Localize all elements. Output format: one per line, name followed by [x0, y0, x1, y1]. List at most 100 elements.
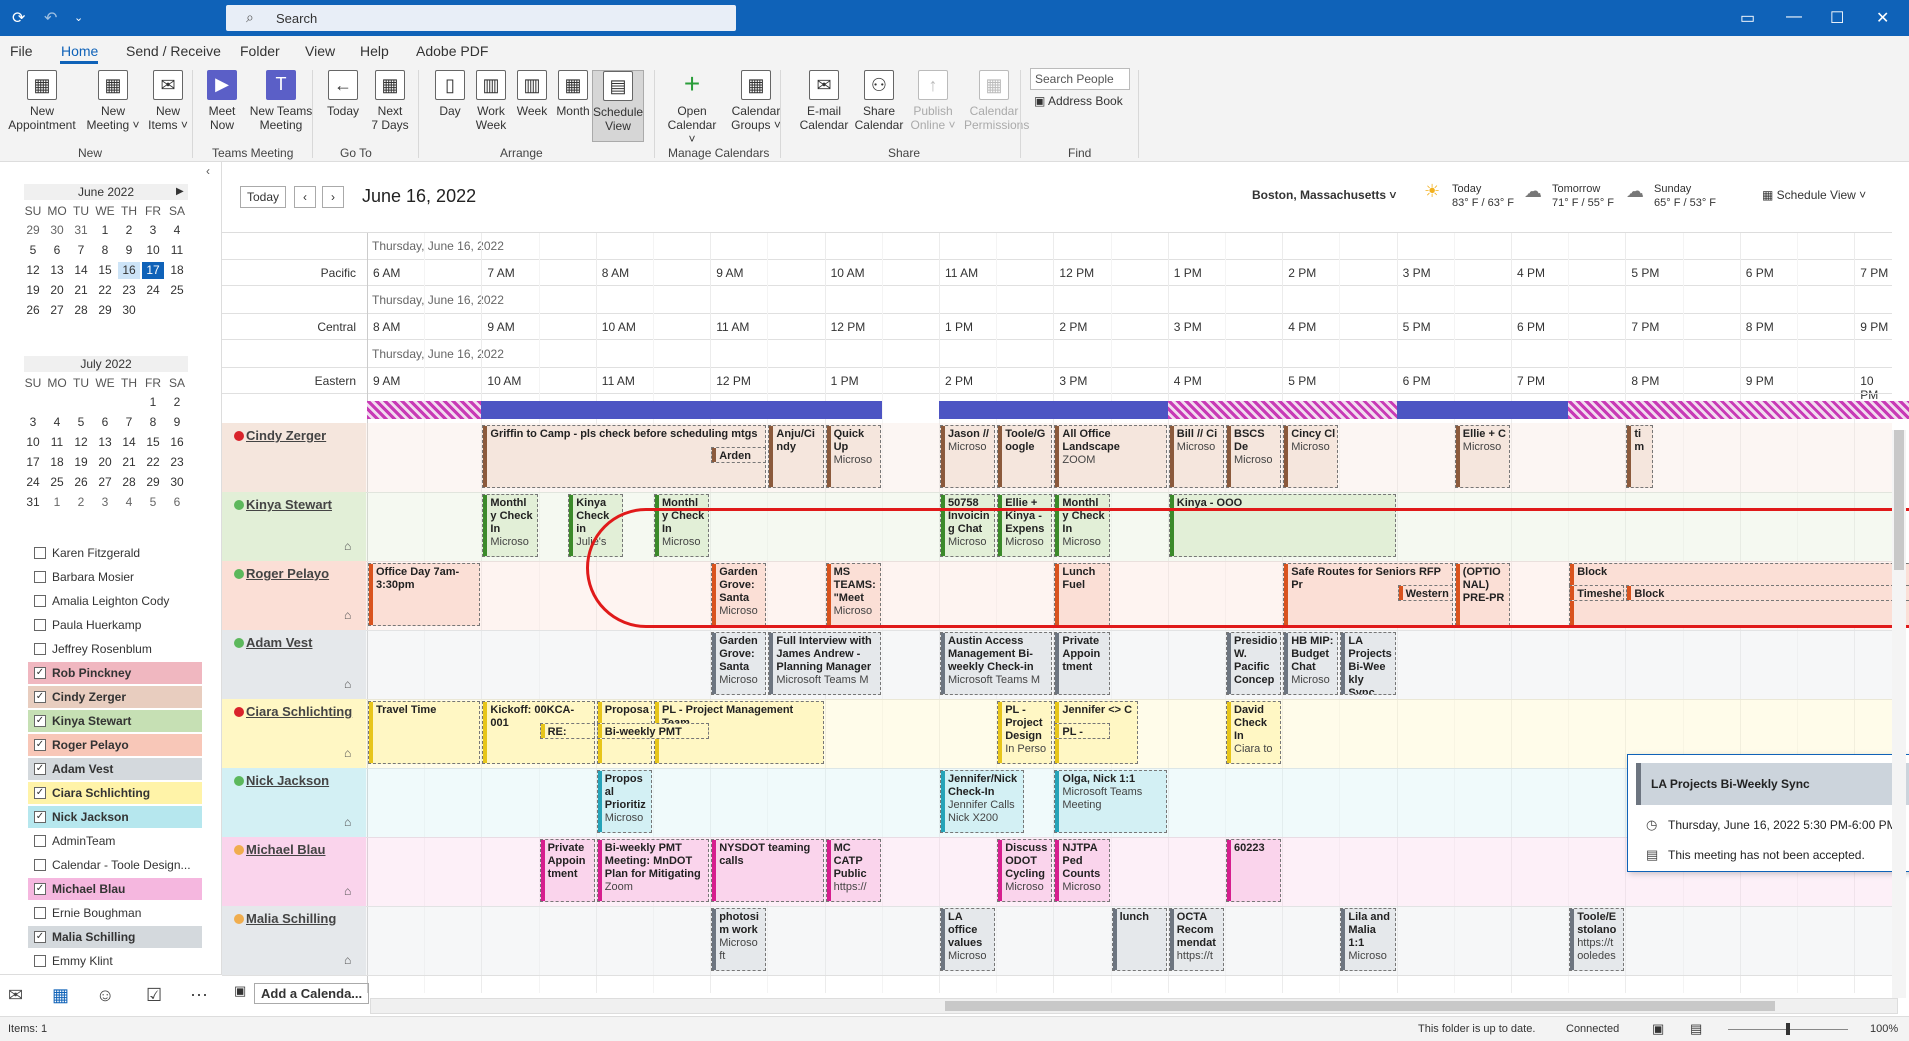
person-name[interactable]: Roger Pelayo: [246, 566, 330, 581]
person-name[interactable]: Malia Schilling: [246, 911, 337, 926]
mini-calendar-day[interactable]: 3: [149, 223, 157, 237]
mini-calendar-day[interactable]: 20: [50, 283, 64, 297]
publish-online-button[interactable]: ↑ Publish Online ˅: [908, 70, 958, 142]
event[interactable]: Cincy Cl Microso: [1283, 425, 1339, 488]
event[interactable]: All Office Landscape ZOOM: [1054, 425, 1167, 488]
calendar-item[interactable]: Amalia Leighton Cody: [28, 590, 202, 612]
event[interactable]: Monthl y Check In Microso: [654, 494, 710, 557]
event[interactable]: PL - Project Design In Perso: [997, 701, 1053, 764]
event[interactable]: BSCS De Microso: [1226, 425, 1282, 488]
event[interactable]: Anju/Ci ndy: [768, 425, 824, 488]
next-month-icon[interactable]: ▶: [176, 186, 184, 197]
group-icon[interactable]: ⌂: [344, 539, 352, 553]
mini-calendar-day[interactable]: 1: [149, 395, 157, 409]
mini-calendar-day[interactable]: 10: [146, 243, 160, 257]
checkbox[interactable]: [34, 859, 46, 871]
mini-calendar-day[interactable]: 26: [74, 475, 88, 489]
person-name[interactable]: Ciara Schlichting: [246, 704, 353, 719]
mini-calendar-day[interactable]: 17: [142, 262, 164, 279]
event[interactable]: Ellie + Kinya - Expens Microso: [997, 494, 1053, 557]
checkbox[interactable]: ✓: [34, 763, 46, 775]
event[interactable]: RE: APB: [539, 723, 595, 739]
group-icon[interactable]: ⌂: [344, 677, 352, 691]
checkbox[interactable]: [34, 571, 46, 583]
calendar-item[interactable]: ✓ Malia Schilling: [28, 926, 202, 948]
mini-calendar-day[interactable]: 20: [98, 455, 112, 469]
event[interactable]: 60223: [1226, 839, 1282, 902]
event[interactable]: lunch: [1111, 908, 1167, 971]
search-people-input[interactable]: Search People: [1030, 68, 1130, 90]
event[interactable]: Kinya - OOO: [1168, 494, 1396, 557]
mini-calendar-day[interactable]: 30: [170, 475, 184, 489]
calendar-item[interactable]: Paula Huerkamp: [28, 614, 202, 636]
email-calendar-button[interactable]: ✉ E-mail Calendar: [798, 70, 850, 142]
more-icon[interactable]: ⋯: [190, 985, 208, 1005]
group-icon[interactable]: ⌂: [344, 953, 352, 967]
event[interactable]: Travel Time: [368, 701, 481, 764]
mini-calendar-day[interactable]: 22: [146, 455, 160, 469]
mini-calendar-day[interactable]: 6: [53, 243, 61, 257]
mini-calendar-day[interactable]: 5: [149, 495, 157, 509]
mini-calendar-day[interactable]: 28: [122, 475, 136, 489]
event[interactable]: MC CATP Public https://: [825, 839, 881, 902]
mini-calendar-day[interactable]: 19: [26, 283, 40, 297]
view-selector[interactable]: ▦ Schedule View ˅: [1762, 188, 1867, 202]
event[interactable]: Lila and Malia 1:1 Microso: [1340, 908, 1396, 971]
calendar-item[interactable]: ✓ Rob Pinckney: [28, 662, 202, 684]
group-icon[interactable]: ⌂: [344, 608, 352, 622]
mini-calendar-day[interactable]: 21: [74, 283, 88, 297]
calendar-item[interactable]: ✓ Roger Pelayo: [28, 734, 202, 756]
scroll-thumb[interactable]: [1894, 430, 1904, 570]
meet-now-button[interactable]: ▶ Meet Now: [202, 70, 242, 142]
mini-calendar-day[interactable]: 21: [122, 455, 136, 469]
mini-calendar-day[interactable]: 2: [77, 495, 85, 509]
calendar-item[interactable]: Calendar - Toole Design...: [28, 854, 202, 876]
event[interactable]: Western: [1397, 585, 1453, 601]
tasks-icon[interactable]: ☑: [146, 985, 163, 1005]
mini-calendar-day[interactable]: 7: [77, 243, 85, 257]
calendar-item[interactable]: ✓ Kinya Stewart: [28, 710, 202, 732]
undo-icon[interactable]: ↶: [44, 10, 58, 27]
event[interactable]: Olga, Nick 1:1 Microsoft Teams Meeting: [1054, 770, 1167, 833]
mini-calendar-day[interactable]: 9: [173, 415, 181, 429]
calendar-item[interactable]: ✓ Cindy Zerger: [28, 686, 202, 708]
mini-calendar-day[interactable]: 19: [74, 455, 88, 469]
calendar-item[interactable]: ✓ Adam Vest: [28, 758, 202, 780]
menu-view[interactable]: View: [305, 43, 336, 59]
mini-calendar-day[interactable]: 18: [170, 263, 184, 277]
mini-calendar-day[interactable]: 30: [50, 223, 64, 237]
mini-calendar-day[interactable]: 1: [53, 495, 61, 509]
mini-calendar-day[interactable]: 4: [173, 223, 181, 237]
sync-icon[interactable]: ⟳: [12, 10, 26, 27]
checkbox[interactable]: [34, 835, 46, 847]
calendar-item[interactable]: Karen Fitzgerald: [28, 542, 202, 564]
new-appointment-button[interactable]: ▦ New Appointment: [2, 70, 82, 142]
checkbox[interactable]: [34, 907, 46, 919]
calendar-item[interactable]: ✓ Nick Jackson: [28, 806, 202, 828]
calendar-item[interactable]: Emmy Klint: [28, 950, 202, 972]
calendar-item[interactable]: ✓ Ciara Schlichting: [28, 782, 202, 804]
menu-help[interactable]: Help: [360, 43, 389, 59]
checkbox[interactable]: ✓: [34, 811, 46, 823]
checkbox[interactable]: ✓: [34, 667, 46, 679]
event[interactable]: Jason //Microso: [940, 425, 996, 488]
menu-send-receive[interactable]: Send / Receive: [126, 43, 221, 59]
address-book-button[interactable]: ▣ Address Book: [1034, 94, 1123, 108]
mini-calendar-day[interactable]: 11: [170, 243, 184, 257]
mini-calendar-day[interactable]: 2: [173, 395, 181, 409]
checkbox[interactable]: ✓: [34, 739, 46, 751]
menu-folder[interactable]: Folder: [240, 43, 280, 59]
event[interactable]: Timeshe: [1569, 585, 1625, 601]
work-week-button[interactable]: ▥ Work Week: [472, 70, 510, 142]
month-button[interactable]: ▦ Month: [554, 70, 592, 142]
schedule-view-button[interactable]: ▤ Schedule View: [592, 70, 644, 142]
today-button[interactable]: ← Today: [324, 70, 362, 142]
zoom-slider-thumb[interactable]: [1786, 1023, 1790, 1035]
mini-calendar-day[interactable]: 18: [50, 455, 64, 469]
mini-calendar-day[interactable]: 31: [26, 495, 40, 509]
event[interactable]: Quick Up Microso: [825, 425, 881, 488]
mini-calendar-day[interactable]: 29: [98, 303, 112, 317]
close-button[interactable]: ✕: [1876, 10, 1890, 27]
people-icon[interactable]: ☺: [96, 985, 115, 1005]
mini-calendar-day[interactable]: 14: [122, 435, 136, 449]
